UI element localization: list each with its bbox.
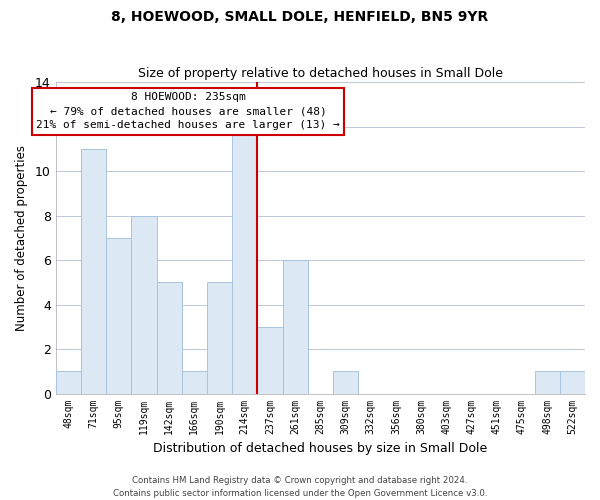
Bar (106, 238, 131, 394)
Bar (157, 282, 182, 394)
Bar (535, 372, 560, 394)
Bar (232, 126, 257, 394)
Bar (131, 216, 157, 394)
Text: Contains HM Land Registry data © Crown copyright and database right 2024.
Contai: Contains HM Land Registry data © Crown c… (113, 476, 487, 498)
Bar (207, 282, 232, 394)
Text: 8 HOEWOOD: 235sqm
← 79% of detached houses are smaller (48)
21% of semi-detached: 8 HOEWOOD: 235sqm ← 79% of detached hous… (36, 92, 340, 130)
Bar (283, 260, 308, 394)
Bar (182, 372, 207, 394)
Bar (560, 372, 585, 394)
Text: 8, HOEWOOD, SMALL DOLE, HENFIELD, BN5 9YR: 8, HOEWOOD, SMALL DOLE, HENFIELD, BN5 9Y… (112, 10, 488, 24)
Bar (333, 372, 358, 394)
Y-axis label: Number of detached properties: Number of detached properties (15, 145, 28, 331)
X-axis label: Distribution of detached houses by size in Small Dole: Distribution of detached houses by size … (153, 442, 487, 455)
Bar (257, 327, 283, 394)
Bar (81, 149, 106, 394)
Title: Size of property relative to detached houses in Small Dole: Size of property relative to detached ho… (138, 66, 503, 80)
Bar (56, 372, 81, 394)
